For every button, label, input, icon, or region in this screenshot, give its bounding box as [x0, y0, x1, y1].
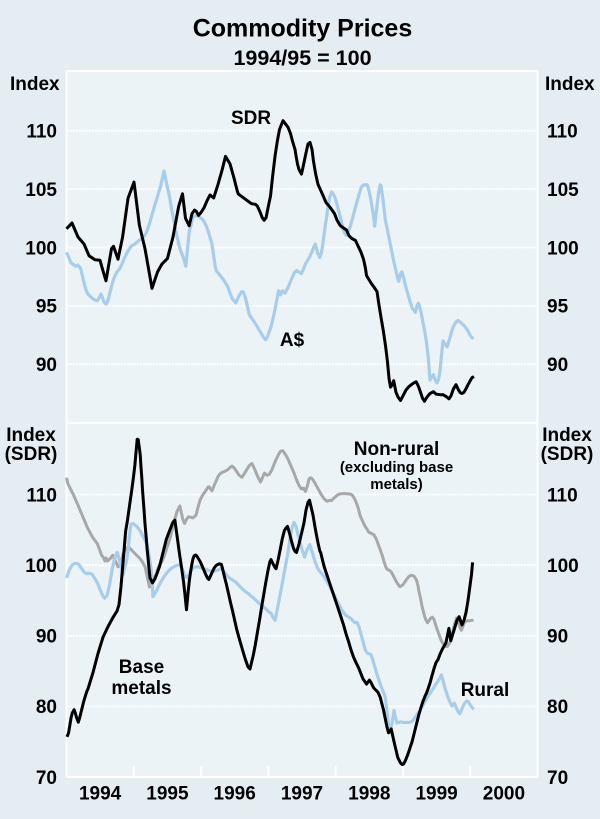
- svg-text:110: 110: [547, 485, 578, 506]
- svg-text:A$: A$: [280, 330, 305, 351]
- svg-text:1997: 1997: [281, 784, 323, 805]
- svg-text:Index: Index: [545, 74, 595, 95]
- svg-text:(excluding base: (excluding base: [340, 459, 453, 476]
- svg-text:100: 100: [25, 238, 57, 259]
- svg-text:90: 90: [547, 627, 568, 648]
- svg-text:SDR: SDR: [231, 108, 271, 129]
- svg-text:(SDR): (SDR): [5, 444, 58, 465]
- svg-text:70: 70: [36, 768, 57, 789]
- svg-text:Rural: Rural: [461, 680, 510, 701]
- svg-text:Base: Base: [119, 657, 164, 678]
- svg-text:95: 95: [36, 297, 58, 318]
- svg-text:100: 100: [547, 238, 579, 259]
- svg-text:metals: metals: [111, 678, 171, 699]
- svg-text:Index: Index: [10, 74, 60, 95]
- svg-text:1999: 1999: [415, 784, 457, 805]
- svg-text:110: 110: [547, 122, 578, 143]
- svg-text:105: 105: [25, 180, 57, 201]
- svg-text:80: 80: [547, 697, 568, 718]
- svg-text:90: 90: [36, 355, 57, 376]
- svg-text:110: 110: [26, 122, 57, 143]
- svg-text:95: 95: [547, 297, 569, 318]
- svg-text:1995: 1995: [146, 784, 189, 805]
- svg-text:90: 90: [547, 355, 568, 376]
- svg-text:100: 100: [25, 556, 57, 577]
- svg-text:90: 90: [36, 627, 57, 648]
- svg-text:Index: Index: [542, 425, 592, 446]
- svg-text:2000: 2000: [483, 784, 525, 805]
- svg-text:(SDR): (SDR): [541, 444, 594, 465]
- svg-text:80: 80: [36, 697, 57, 718]
- svg-text:1998: 1998: [348, 784, 390, 805]
- svg-text:Commodity Prices: Commodity Prices: [193, 15, 413, 43]
- svg-text:70: 70: [547, 768, 568, 789]
- svg-text:100: 100: [547, 556, 579, 577]
- svg-text:Non-rural: Non-rural: [354, 439, 440, 460]
- svg-text:1994/95 = 100: 1994/95 = 100: [233, 46, 371, 70]
- svg-text:Index: Index: [6, 425, 56, 446]
- svg-text:1996: 1996: [214, 784, 256, 805]
- svg-text:metals): metals): [370, 476, 423, 493]
- svg-text:105: 105: [547, 180, 579, 201]
- svg-text:1994: 1994: [79, 784, 122, 805]
- svg-text:110: 110: [26, 485, 57, 506]
